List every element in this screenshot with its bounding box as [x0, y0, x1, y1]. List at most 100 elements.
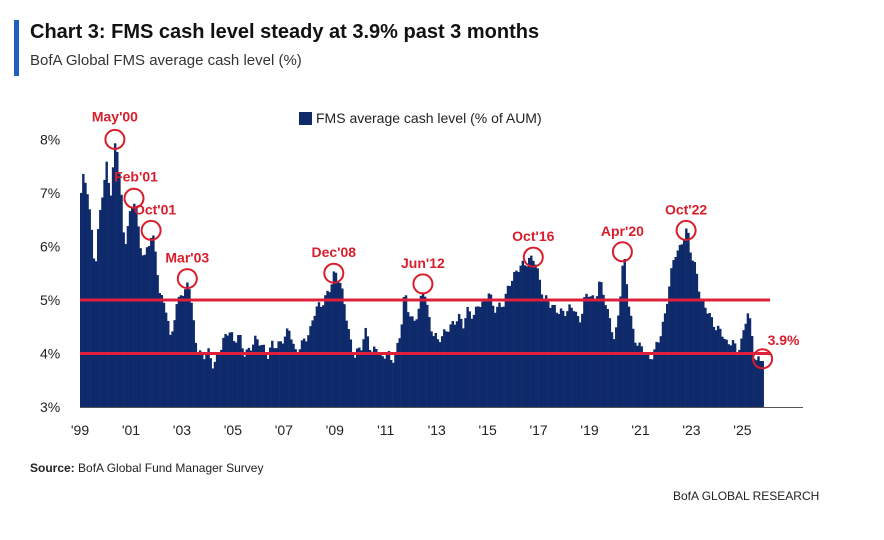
data-bar [305, 341, 308, 407]
data-bar [171, 331, 174, 407]
x-tick-label: '19 [580, 422, 598, 438]
data-bar [334, 272, 338, 407]
data-bar [326, 290, 329, 407]
data-bar [264, 354, 268, 407]
data-bar [464, 318, 467, 407]
data-bar [598, 281, 601, 407]
data-bar [152, 235, 155, 407]
data-bar [621, 265, 624, 407]
data-bar [184, 289, 187, 407]
data-bar [581, 313, 584, 407]
data-bar [610, 332, 614, 407]
data-bar [296, 352, 299, 407]
data-bar [324, 295, 327, 407]
annotation-label: Apr'20 [601, 223, 644, 239]
data-bar [738, 349, 741, 407]
annotation-label: Mar'03 [165, 250, 209, 266]
x-tick-label: '11 [377, 422, 394, 438]
data-bar [572, 311, 575, 407]
legend-swatch [299, 112, 312, 125]
data-bar [474, 306, 478, 407]
data-bar [426, 304, 429, 407]
data-bar [285, 328, 289, 407]
data-bar [368, 349, 372, 407]
data-bar [676, 250, 680, 407]
data-bar [761, 361, 764, 407]
data-bar [147, 245, 151, 407]
data-bar [294, 349, 297, 407]
data-bar [496, 306, 499, 407]
data-bar [619, 296, 622, 407]
data-bar [268, 347, 272, 407]
data-bar [230, 332, 234, 407]
data-bar [515, 270, 518, 407]
data-bar [555, 312, 559, 407]
data-bar [239, 334, 242, 407]
data-bar [398, 338, 401, 407]
data-bar [154, 251, 157, 407]
cash-level-chart: 3% 4% 5% 6% 7% 8% '99 '01 '03 '05 '07 '09 '11 '13 '15 '… [40, 108, 803, 438]
legend-label: FMS average cash level (% of AUM) [316, 110, 542, 126]
y-tick-label: 4% [40, 345, 60, 361]
data-bar [627, 306, 631, 407]
data-bar [672, 260, 675, 407]
data-bar [517, 272, 520, 407]
data-bar [640, 346, 643, 407]
data-bar [126, 226, 130, 407]
data-bar [674, 257, 677, 407]
annotation-circle [752, 348, 774, 370]
data-bar [275, 348, 278, 407]
data-bar [201, 353, 204, 407]
data-bar [436, 339, 440, 407]
data-bar [203, 359, 206, 407]
data-bar [691, 260, 694, 407]
data-bar [653, 349, 656, 407]
data-bar [663, 313, 667, 407]
data-bar [343, 304, 346, 407]
data-bar [536, 268, 539, 407]
data-bar [156, 275, 159, 407]
data-bar [133, 203, 136, 407]
data-bar [511, 280, 514, 407]
data-bar [135, 207, 138, 407]
data-bar [489, 294, 493, 407]
data-bar [383, 358, 387, 407]
data-bar [447, 331, 450, 407]
data-bar [680, 244, 684, 407]
data-bar [409, 316, 412, 407]
data-bar [504, 293, 508, 407]
data-bar [271, 340, 274, 407]
data-bar [632, 328, 635, 407]
data-bar [256, 339, 259, 407]
data-bar [307, 335, 310, 407]
data-bar [472, 314, 476, 407]
data-bar [249, 350, 253, 407]
data-bar [186, 282, 189, 407]
data-bar [341, 288, 344, 407]
data-bar [241, 348, 244, 407]
data-bar [411, 316, 414, 407]
data-bar [375, 349, 378, 407]
data-bar [141, 255, 144, 407]
data-bar [283, 336, 287, 407]
data-bar [740, 338, 743, 407]
data-bar [491, 305, 495, 407]
data-bar [506, 285, 510, 407]
data-bar [128, 211, 132, 407]
annotation-circle [140, 219, 162, 241]
data-bar [665, 303, 669, 407]
data-bar [417, 308, 420, 407]
data-bar [226, 335, 229, 407]
data-bar [385, 352, 389, 407]
data-bar [544, 295, 548, 407]
brand-footer: BofA GLOBAL RESEARCH [673, 489, 820, 503]
data-bar [213, 361, 217, 407]
y-tick-label: 8% [40, 131, 60, 147]
data-bar [530, 255, 533, 407]
data-bar [205, 354, 208, 407]
data-bar [215, 353, 219, 407]
data-bar [103, 179, 106, 407]
data-bar [595, 296, 599, 407]
data-bar [615, 327, 618, 407]
data-bar [194, 342, 198, 407]
